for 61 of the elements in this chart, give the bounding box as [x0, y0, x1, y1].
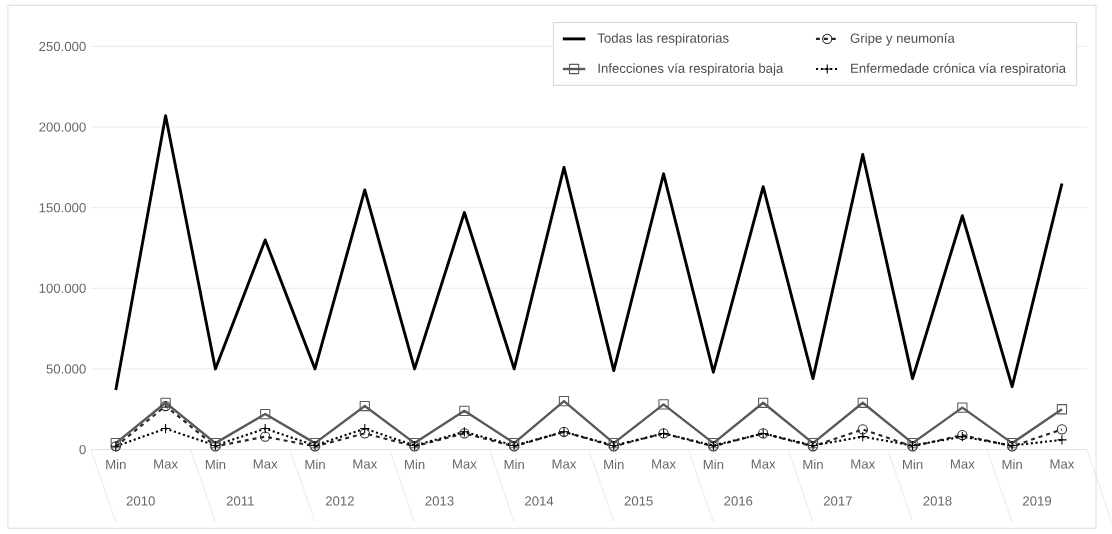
x-tick-label: Min — [305, 459, 325, 470]
x-tick-label: Min — [205, 459, 226, 470]
x-tick-label: Min — [504, 459, 524, 470]
point — [857, 424, 868, 435]
legend-label: Enfermedade crónica vía respiratoria — [851, 63, 1067, 76]
y-tick-label: 50.000 — [46, 364, 86, 374]
legend-label: Infecciones vía respiratoria baja — [598, 63, 784, 76]
x-tick-label: Max — [950, 459, 975, 469]
point — [459, 405, 470, 417]
x-tick-label: Max — [1050, 459, 1075, 469]
point — [359, 401, 370, 412]
point — [1056, 404, 1068, 415]
text: 2014 — [525, 496, 554, 506]
x-tick-label: Max — [253, 459, 278, 469]
x-tick-label: Min — [405, 459, 425, 470]
line-series — [114, 114, 1064, 392]
x-tick-label: Max — [552, 459, 577, 469]
point — [260, 431, 271, 443]
point — [160, 397, 171, 409]
x-tick-label: Max — [453, 459, 477, 469]
text: 2015 — [624, 496, 653, 506]
point — [658, 399, 669, 410]
point — [957, 402, 968, 413]
x-tick-label: Min — [106, 459, 126, 470]
legend-label: Todas las respiratorias — [597, 33, 729, 46]
x-tick-label: Max — [353, 459, 378, 469]
text: 2017 — [823, 496, 852, 506]
text: 2010 — [126, 496, 155, 506]
point — [160, 423, 171, 434]
point — [260, 409, 271, 420]
x-tick-label: Min — [604, 459, 624, 470]
text: 2013 — [425, 496, 454, 506]
y-tick-label: 200.000 — [39, 122, 86, 132]
text: 2018 — [923, 496, 952, 506]
legend-label: Gripe y neumonía — [850, 33, 955, 46]
text: 2012 — [325, 496, 354, 506]
x-tick-label: Max — [851, 459, 876, 469]
point — [359, 428, 370, 439]
point — [857, 397, 868, 409]
point — [1056, 424, 1068, 435]
point — [558, 396, 570, 407]
point — [359, 423, 370, 434]
x-tick-label: Max — [154, 459, 178, 469]
text: 2019 — [1023, 496, 1052, 506]
x-tick-label: Min — [903, 459, 923, 470]
x-tick-label: Max — [751, 459, 776, 469]
point — [160, 401, 171, 412]
x-tick-label: Min — [703, 459, 724, 470]
x-tick-label: Min — [803, 459, 823, 470]
point — [758, 397, 769, 409]
y-tick-label: 250.000 — [39, 42, 86, 52]
y-tick-label: 150.000 — [39, 203, 86, 213]
text: 2011 — [226, 496, 254, 506]
y-tick-label: 0 — [79, 445, 86, 455]
point — [857, 431, 868, 443]
text: 2016 — [724, 496, 753, 506]
point — [1056, 434, 1068, 446]
x-tick-label: Min — [1002, 459, 1022, 470]
x-tick-label: Max — [652, 459, 676, 469]
y-tick-label: 100.000 — [39, 283, 86, 294]
point — [260, 423, 271, 434]
